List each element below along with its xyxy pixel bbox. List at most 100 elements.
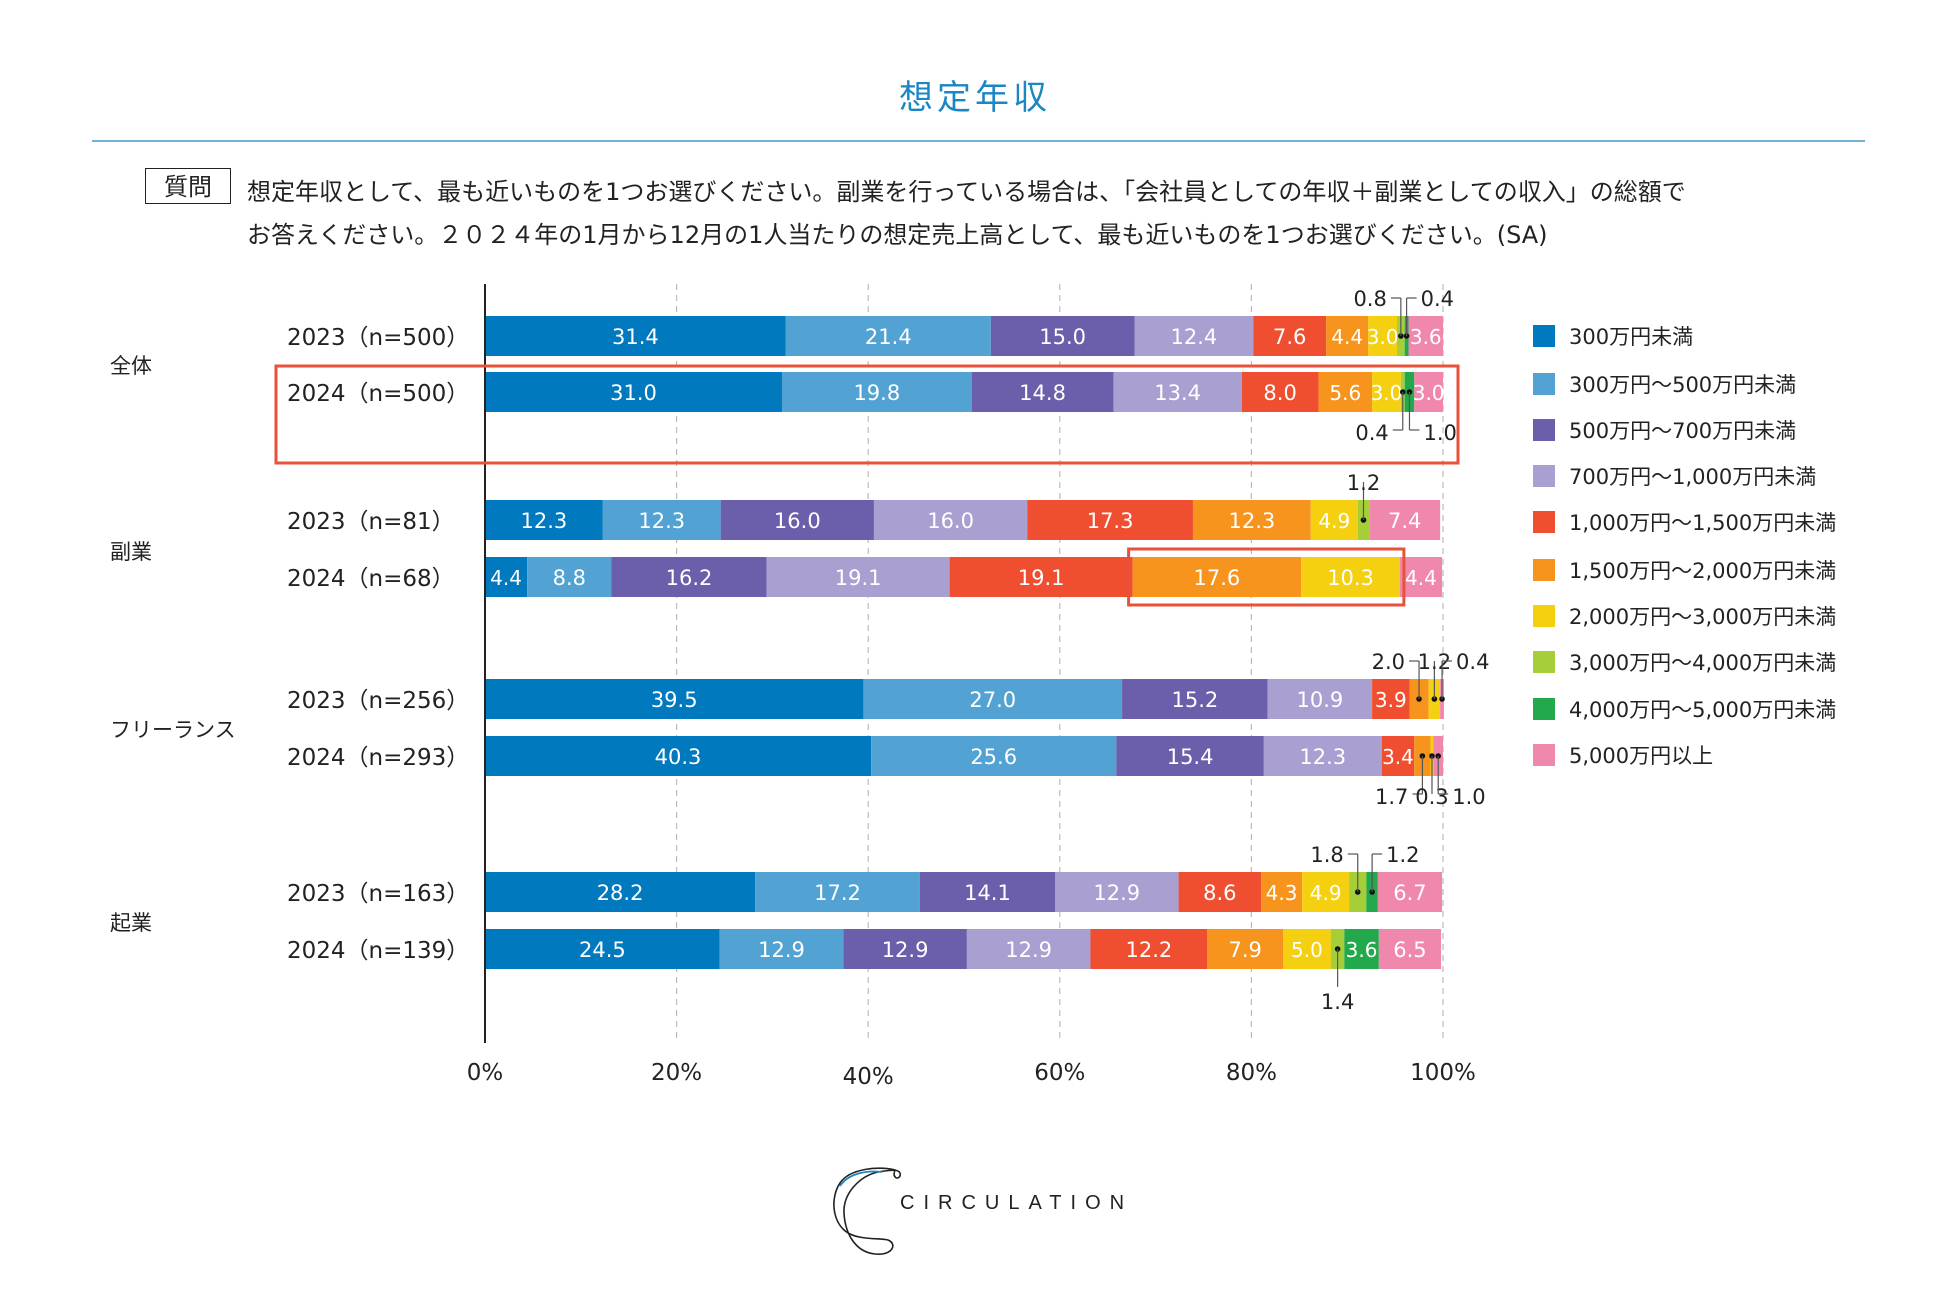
bar-segment (1368, 316, 1398, 356)
bar-segment (485, 736, 872, 776)
callout-label: 0.3 (1415, 785, 1448, 809)
bar-segment (1414, 372, 1443, 412)
bar-segment (1369, 500, 1441, 540)
legend-label: 5,000万円以上 (1569, 744, 1713, 768)
data-label: 7.4 (1388, 509, 1421, 533)
legend-swatch (1533, 373, 1555, 395)
bar-segment (485, 557, 528, 597)
data-label: 12.9 (1005, 938, 1052, 962)
bar-segment (755, 872, 920, 912)
callout-label: 1.7 (1375, 785, 1408, 809)
bar-segment (1283, 929, 1331, 969)
bar-segment (949, 557, 1133, 597)
data-label: 28.2 (597, 881, 644, 905)
row-label: 2024（n=500） (287, 381, 469, 407)
bar-segment (527, 557, 612, 597)
bar-segment (611, 557, 767, 597)
data-label: 4.4 (1405, 566, 1437, 590)
legend-label: 4,000万円～5,000万円未満 (1569, 698, 1836, 722)
bar-segment (1263, 736, 1382, 776)
bar-segment (1207, 929, 1284, 969)
callout-label: 1.4 (1321, 990, 1354, 1014)
row-label: 2023（n=500） (287, 325, 469, 351)
data-label: 27.0 (969, 688, 1016, 712)
callout-label: 1.2 (1386, 843, 1419, 867)
data-label: 17.6 (1194, 566, 1241, 590)
legend-swatch (1533, 559, 1555, 581)
legend-swatch (1533, 698, 1555, 720)
bar-segment (1267, 679, 1373, 719)
data-label: 4.3 (1266, 881, 1298, 905)
title-divider (92, 140, 1865, 142)
data-label: 19.8 (853, 381, 900, 405)
data-label: 31.4 (612, 325, 659, 349)
data-label: 4.9 (1318, 509, 1350, 533)
bar-segment (1132, 557, 1302, 597)
bar-segment (1192, 500, 1311, 540)
legend-swatch (1533, 511, 1555, 533)
legend-swatch (1533, 605, 1555, 627)
legend-label: 1,500万円～2,000万円未満 (1569, 559, 1836, 583)
legend-label: 500万円～700万円未満 (1569, 419, 1796, 443)
x-tick-label: 80% (1226, 1060, 1277, 1086)
bar-segment (719, 929, 844, 969)
data-label: 17.3 (1087, 509, 1134, 533)
data-label: 12.4 (1171, 325, 1218, 349)
bar-segment (1301, 557, 1400, 597)
data-label: 3.9 (1375, 688, 1407, 712)
data-label: 19.1 (835, 566, 882, 590)
legend-label: 700万円～1,000万円未満 (1569, 465, 1816, 489)
bar-segment (1260, 872, 1303, 912)
bar-segment (1241, 372, 1319, 412)
bar-segment (1116, 736, 1264, 776)
bar-segment (1377, 872, 1443, 912)
data-label: 12.3 (521, 509, 568, 533)
data-label: 4.4 (490, 566, 522, 590)
data-label: 13.4 (1154, 381, 1201, 405)
callout-label: 1.2 (1347, 471, 1380, 495)
group-label: 副業 (110, 540, 152, 564)
data-label: 3.0 (1371, 381, 1403, 405)
bar-segment (1344, 929, 1379, 969)
data-label: 16.0 (927, 509, 974, 533)
x-tick-label: 60% (1034, 1060, 1085, 1086)
data-label: 8.6 (1203, 881, 1236, 905)
data-label: 12.3 (1299, 745, 1346, 769)
bar-segment (785, 316, 991, 356)
question-text-line-1: 想定年収として、最も近いものを1つお選びください。副業を行っている場合は、「会社… (247, 178, 1686, 206)
bar-segment (485, 316, 786, 356)
question-text-line-2: お答えください。２０２４年の1月から12月の1人当たりの想定売上高として、最も近… (247, 221, 1548, 249)
callout-label: 1.8 (1310, 843, 1343, 867)
bar-segment (1372, 372, 1401, 412)
data-label: 5.6 (1329, 381, 1361, 405)
data-label: 8.0 (1263, 381, 1296, 405)
data-label: 5.0 (1291, 938, 1323, 962)
bar-segment (1055, 872, 1179, 912)
bar-segment (1253, 316, 1327, 356)
data-label: 39.5 (651, 688, 698, 712)
data-label: 3.4 (1382, 745, 1414, 769)
data-label: 8.8 (553, 566, 586, 590)
row-label: 2023（n=81） (287, 509, 455, 535)
bar-segment (485, 372, 782, 412)
legend-label: 300万円～500万円未満 (1569, 373, 1796, 397)
data-label: 16.2 (666, 566, 713, 590)
data-label: 12.9 (1093, 881, 1140, 905)
legend-swatch (1533, 651, 1555, 673)
question-badge: 質問 (145, 168, 231, 204)
circulation-logo-text: CIRCULATION (900, 1192, 1134, 1214)
bar-segment (1399, 557, 1443, 597)
callout-label: 2.0 (1372, 650, 1405, 674)
bar-segment (485, 872, 756, 912)
data-label: 25.6 (970, 745, 1017, 769)
bar-segment (720, 500, 874, 540)
legend-swatch (1533, 744, 1555, 766)
bar-segment (990, 316, 1135, 356)
bar-segment (1408, 316, 1443, 356)
data-label: 12.3 (638, 509, 685, 533)
bar-segment (1326, 316, 1369, 356)
bar-segment (1318, 372, 1373, 412)
bar-segment (1310, 500, 1358, 540)
bar-segment (1134, 316, 1254, 356)
